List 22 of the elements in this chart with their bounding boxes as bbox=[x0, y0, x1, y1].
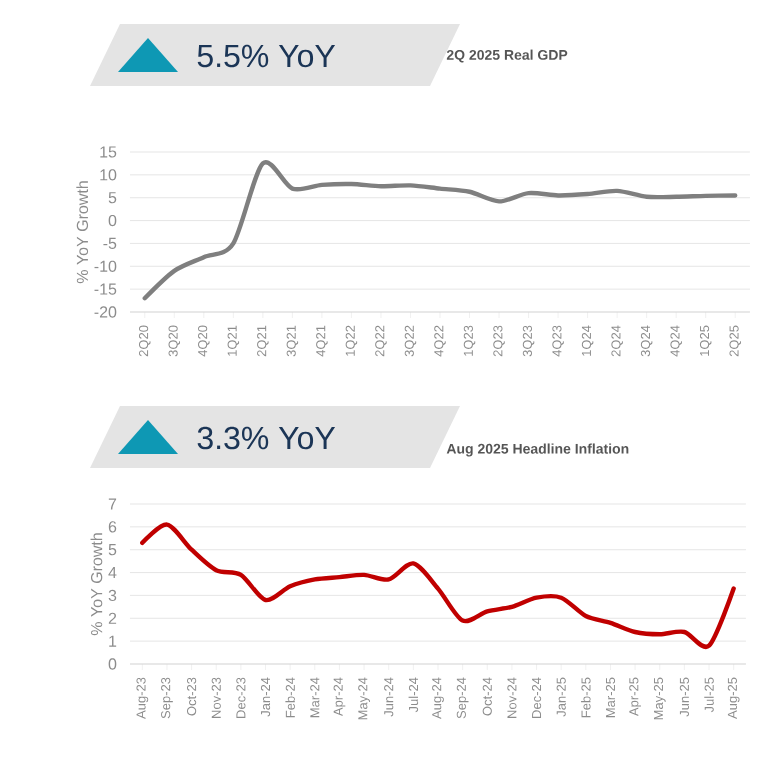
y-tick-label: -5 bbox=[103, 237, 117, 250]
y-tick-label: -10 bbox=[94, 260, 117, 272]
chart-title: 5.5% YoY bbox=[197, 44, 336, 68]
y-axis-title: % YoY Growth bbox=[90, 533, 103, 636]
y-tick-label: 3 bbox=[108, 589, 117, 602]
line-series bbox=[142, 160, 738, 301]
y-tick-label: 0 bbox=[108, 658, 117, 670]
y-tick-label: 4 bbox=[108, 567, 117, 579]
y-tick-label: 15 bbox=[100, 146, 117, 158]
y-tick-label: 10 bbox=[100, 169, 117, 181]
y-tick-label: 2 bbox=[108, 612, 117, 624]
y-tick-label: 5 bbox=[108, 192, 117, 204]
y-tick-label: 7 bbox=[108, 498, 117, 510]
line-series bbox=[140, 522, 736, 649]
y-tick-label: 1 bbox=[109, 635, 117, 647]
y-tick-label: -15 bbox=[94, 283, 117, 295]
y-tick-label: 5 bbox=[108, 544, 117, 556]
y-tick-label: -20 bbox=[94, 306, 117, 318]
y-tick-label: 0 bbox=[108, 214, 117, 227]
chart-title: 3.3% YoY bbox=[197, 426, 336, 450]
y-axis-title: % YoY Growth bbox=[76, 181, 89, 284]
y-tick-label: 6 bbox=[108, 521, 117, 533]
